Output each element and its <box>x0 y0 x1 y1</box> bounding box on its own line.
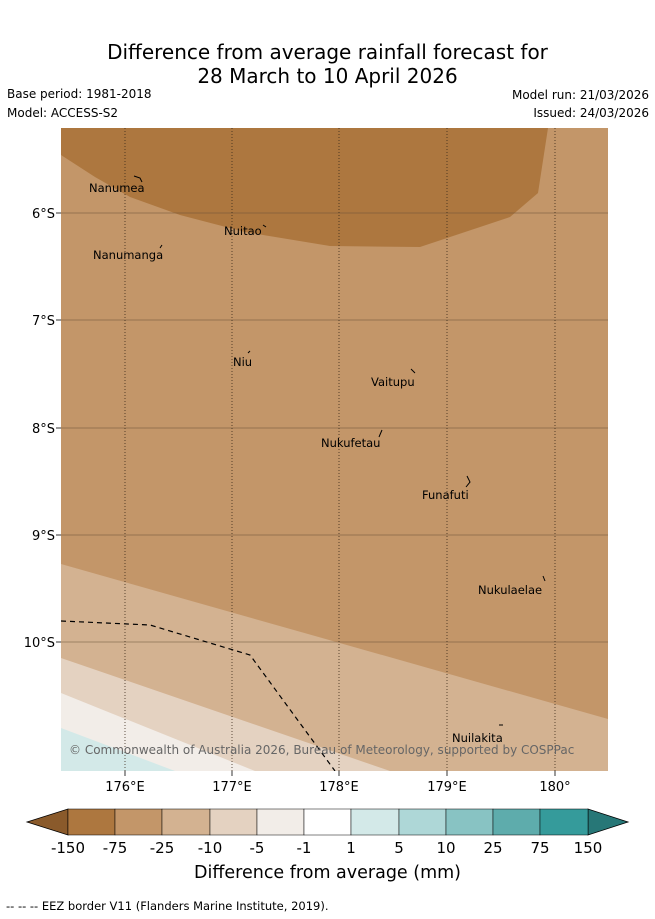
colorbar-label: 1 <box>346 839 356 857</box>
colorbar-segment-2 <box>114 808 163 836</box>
island-nukulaelae <box>542 575 546 582</box>
colorbar-label: 25 <box>483 839 502 857</box>
place-label-nukufetau: Nukufetau <box>321 436 380 450</box>
rainfall-map: Nanumea Nuitao Nanumanga Niu Vaitupu Nuk… <box>24 128 630 857</box>
island-funafuti <box>465 475 471 488</box>
colorbar-label: -1 <box>297 839 312 857</box>
colorbar-segment-9 <box>445 808 494 836</box>
colorbar-segment-6 <box>303 808 352 836</box>
band-minus75-minus25 <box>61 128 548 247</box>
island-nuitao <box>262 224 267 228</box>
colorbar-label: -150 <box>51 839 85 857</box>
colorbar-segment-1 <box>67 808 116 836</box>
colorbar-segment-3 <box>161 808 211 836</box>
eez-legend-note: -- -- -- EEZ border V11 (Flanders Marine… <box>6 899 329 913</box>
lat-label-7s: 7°S <box>32 314 55 329</box>
colorbar-label: -75 <box>103 839 128 857</box>
lat-label-10s: 10°S <box>24 636 55 651</box>
colorbar-label: 5 <box>394 839 404 857</box>
eez-border <box>61 620 336 771</box>
colorbar-segment-8 <box>398 808 447 836</box>
place-label-nanumanga: Nanumanga <box>93 248 163 262</box>
lon-label-180: 180° <box>539 780 570 795</box>
colorbar: -150 -75 -25 -10 -5 -1 1 5 10 25 75 150 <box>25 808 630 857</box>
lat-label-8s: 8°S <box>32 422 55 437</box>
islands <box>133 175 546 726</box>
place-label-nuilakita: Nuilakita <box>452 731 503 745</box>
place-label-funafuti: Funafuti <box>422 488 469 502</box>
title-line-1: Difference from average rainfall forecas… <box>107 40 548 64</box>
place-label-niu: Niu <box>233 355 252 369</box>
colorbar-label: 10 <box>436 839 455 857</box>
colorbar-segment-4 <box>209 808 258 836</box>
lon-label-176e: 176°E <box>105 780 145 795</box>
issued-date: Issued: 24/03/2026 <box>533 106 649 120</box>
lat-gridlines <box>61 212 608 643</box>
model-run: Model run: 21/03/2026 <box>511 88 649 102</box>
lon-label-177e: 177°E <box>212 780 252 795</box>
copyright-notice: © Commonwealth of Australia 2026, Bureau… <box>69 743 574 757</box>
colorbar-right-arrow <box>587 808 630 836</box>
map-title: Difference from average rainfall forecas… <box>0 40 655 88</box>
colorbar-left-arrow <box>25 808 69 836</box>
island-nanumanga <box>159 244 163 249</box>
island-nukufetau <box>378 429 383 438</box>
place-label-nukulaelae: Nukulaelae <box>478 583 542 597</box>
base-period: Base period: 1981-2018 <box>7 87 152 101</box>
axis-ticks <box>56 212 556 776</box>
island-vaitupu <box>410 368 416 374</box>
title-line-2: 28 March to 10 April 2026 <box>197 64 458 88</box>
colorbar-segment-10 <box>492 808 541 836</box>
colorbar-label: -10 <box>198 839 223 857</box>
lon-gridlines <box>124 128 556 771</box>
lat-label-9s: 9°S <box>32 529 55 544</box>
lon-label-178e: 178°E <box>319 780 359 795</box>
colorbar-label: -25 <box>150 839 175 857</box>
place-label-nuitao: Nuitao <box>224 224 262 238</box>
island-nanumea <box>133 175 143 183</box>
place-label-vaitupu: Vaitupu <box>371 375 415 389</box>
colorbar-label: -5 <box>250 839 265 857</box>
island-niu <box>247 350 251 354</box>
band-plus1-plus5 <box>61 728 175 771</box>
lat-label-6s: 6°S <box>32 207 55 222</box>
colorbar-label: 75 <box>530 839 549 857</box>
colorbar-segment-11 <box>539 808 589 836</box>
model-name: Model: ACCESS-S2 <box>7 106 119 120</box>
colorbar-segment-7 <box>350 808 400 836</box>
colorbar-label: 150 <box>574 839 603 857</box>
lon-label-179e: 179°E <box>427 780 467 795</box>
place-label-nanumea: Nanumea <box>89 181 145 195</box>
map-area: Nanumea Nuitao Nanumanga Niu Vaitupu Nuk… <box>61 128 608 771</box>
colorbar-title: Difference from average (mm) <box>193 863 462 883</box>
colorbar-segment-5 <box>256 808 305 836</box>
